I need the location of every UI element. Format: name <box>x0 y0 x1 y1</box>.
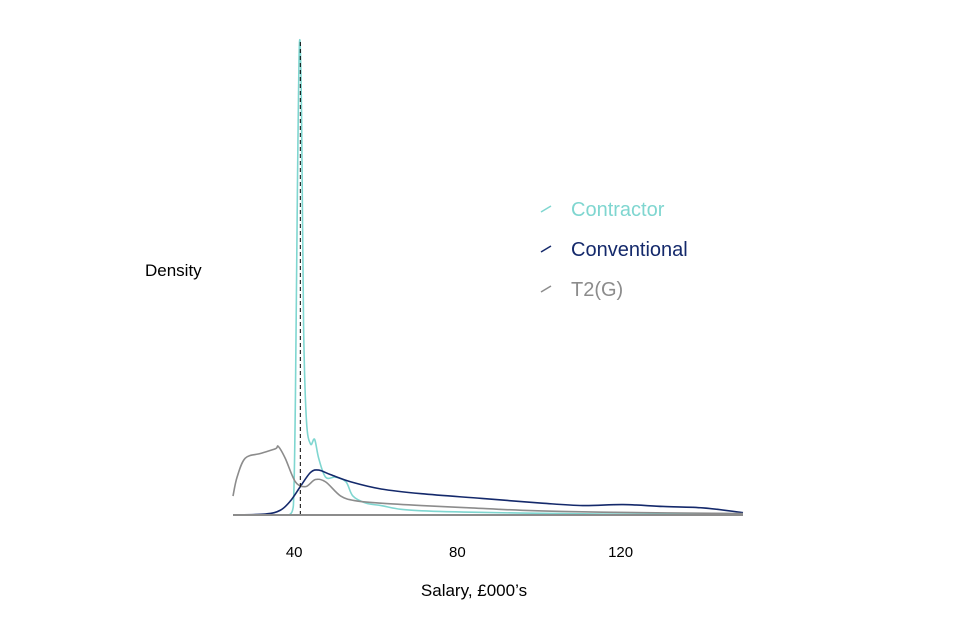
series-line-t2-g- <box>232 445 744 515</box>
x-tick-label: 80 <box>449 544 466 561</box>
legend-label: Conventional <box>571 239 688 261</box>
series-line-conventional <box>232 469 744 516</box>
x-tick-label: 40 <box>286 544 303 561</box>
series-layer <box>232 39 744 516</box>
legend-label: T2(G) <box>571 279 623 301</box>
x-tick-labels: 40 80 120 <box>286 544 633 561</box>
legend-swatch <box>540 245 552 253</box>
legend-swatch <box>540 205 552 213</box>
x-tick-label: 120 <box>608 544 633 561</box>
x-axis-label: Salary, £000’s <box>421 581 527 600</box>
series-line-contractor <box>288 39 744 516</box>
y-axis-label: Density <box>145 261 202 280</box>
legend: Contractor Conventional T2(G) <box>540 199 688 301</box>
legend-swatch <box>540 285 552 293</box>
legend-label: Contractor <box>571 199 665 221</box>
